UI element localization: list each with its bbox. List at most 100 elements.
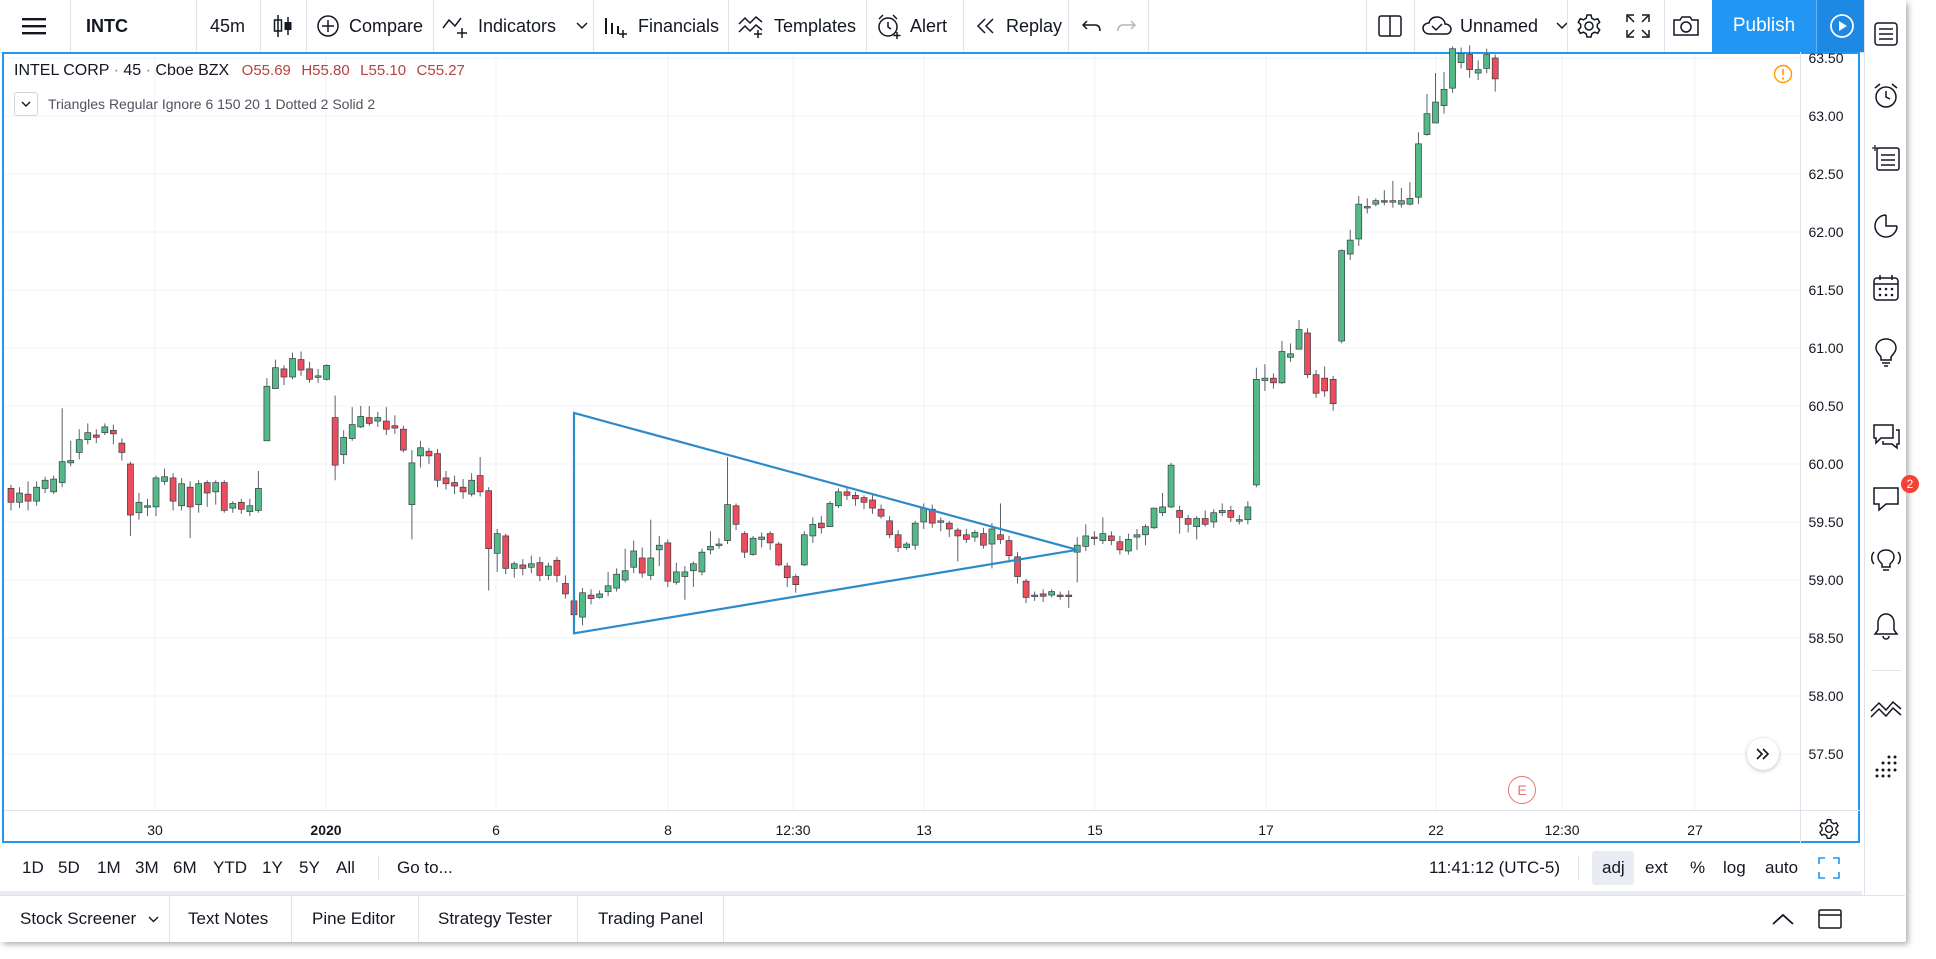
ideas-button[interactable] [1865,332,1906,372]
dom-button[interactable] [1865,748,1906,788]
range-3m[interactable]: 3M [135,845,159,891]
panel-splitter[interactable] [0,891,1862,895]
tab-strategy-tester[interactable]: Strategy Tester [438,896,552,942]
publish-options-button[interactable] [1816,0,1867,52]
tab-pine-editor[interactable]: Pine Editor [312,896,395,942]
range-ytd[interactable]: YTD [213,845,247,891]
price-tick-label: 63.00 [1808,108,1843,124]
range-all[interactable]: All [336,845,355,891]
scale-option-label: adj [1602,858,1625,877]
range-6m[interactable]: 6M [173,845,197,891]
range-5y[interactable]: 5Y [299,845,320,891]
hotlist-button[interactable] [1865,206,1906,246]
candle [306,361,313,383]
candle [1073,537,1081,583]
candle-body-up [1261,377,1269,381]
publish-button[interactable]: Publish [1712,0,1816,52]
candle-body-up [1278,351,1286,384]
tab-stock-screener[interactable]: Stock Screener [20,896,159,942]
compare-button[interactable]: Compare [316,0,423,52]
tab-label: Text Notes [188,909,269,928]
streams-button[interactable] [1865,542,1906,582]
candle-body-down [297,359,305,371]
tab-text-notes[interactable]: Text Notes [188,896,268,942]
scale-option-log[interactable]: log [1723,851,1746,885]
scroll-to-realtime-button[interactable] [1747,738,1779,770]
range-5d[interactable]: 5D [58,845,80,891]
redo-button[interactable] [1116,0,1136,52]
candle-body-down [169,477,177,502]
calendar-button[interactable] [1865,268,1906,308]
earnings-marker[interactable]: E [1508,776,1536,804]
fullscreen-button[interactable] [1626,0,1650,52]
scale-option-ext[interactable]: ext [1645,851,1668,885]
range-1y[interactable]: 1Y [262,845,283,891]
candle [1338,249,1346,344]
axis-settings-button[interactable] [1818,818,1840,845]
candle-body-up [1483,54,1491,69]
data-window-button[interactable] [1865,138,1906,178]
tab-label: Trading Panel [598,909,704,928]
candle [442,470,450,490]
candle-body-down [425,450,433,457]
watchlist-button[interactable] [1865,14,1906,54]
settings-button[interactable] [1576,0,1602,52]
warning-icon[interactable] [1773,64,1793,89]
range-1d[interactable]: 1D [22,845,44,891]
scale-option-percent[interactable]: % [1690,851,1705,885]
maximize-chart-button[interactable] [1818,857,1840,884]
candle [1167,462,1175,509]
candle [1440,71,1448,114]
candle [1125,533,1132,555]
candle-body-up [1423,113,1431,135]
candle [1287,343,1294,362]
scale-option-auto[interactable]: auto [1765,851,1798,885]
alerts-sidebar-button[interactable] [1865,76,1906,116]
indicator-legend[interactable]: Triangles Regular Ignore 6 150 20 1 Dott… [14,92,375,116]
notifications-button[interactable] [1865,478,1906,518]
alert-button[interactable]: Alert [876,0,947,52]
chart-pane[interactable] [2,52,1860,843]
snapshot-button[interactable] [1672,0,1700,52]
candle [980,527,987,549]
candle-body-down [92,434,100,438]
chart-type-button[interactable] [272,0,294,52]
candle-body-down [852,494,859,500]
candle-body-down [382,420,390,430]
triangle-pattern[interactable] [572,411,1078,635]
candle [749,535,757,556]
scale-option-label: % [1690,858,1706,877]
layout-button[interactable] [1378,0,1402,52]
trading-button[interactable] [1865,688,1906,728]
chevron-up-icon [1772,913,1794,925]
candle [1295,320,1303,350]
chats-button[interactable] [1865,416,1906,456]
tab-trading-panel[interactable]: Trading Panel [598,896,703,942]
save-layout-button[interactable]: Unnamed [1422,0,1568,52]
timezone-button[interactable]: 11:41:12 (UTC-5) [1429,845,1560,891]
goto-date-button[interactable]: Go to... [397,845,453,891]
scale-option-adj[interactable]: adj [1602,851,1625,885]
candle [92,429,100,444]
menu-icon[interactable] [22,0,46,52]
range-1m[interactable]: 1M [97,845,121,891]
interval-button[interactable]: 45m [210,0,245,52]
price-tick-label: 62.00 [1808,224,1843,240]
symbol-search[interactable]: INTC [86,0,128,52]
candle-body-up [1133,534,1141,538]
candle-body-up [263,385,271,442]
templates-button[interactable]: Templates [738,0,856,52]
collapse-legend-button[interactable] [14,92,38,116]
financials-button[interactable]: Financials [603,0,719,52]
collapse-panel-button[interactable] [1772,896,1794,942]
maximize-panel-button[interactable] [1818,896,1842,942]
candle [519,559,527,576]
alerts-bell-button[interactable] [1865,606,1906,646]
candle [647,519,655,580]
indicators-button[interactable]: Indicators [442,0,588,52]
replay-button[interactable]: Replay [975,0,1062,52]
candle-body-down [945,522,953,530]
undo-button[interactable] [1082,0,1102,52]
window-icon [1818,909,1842,929]
